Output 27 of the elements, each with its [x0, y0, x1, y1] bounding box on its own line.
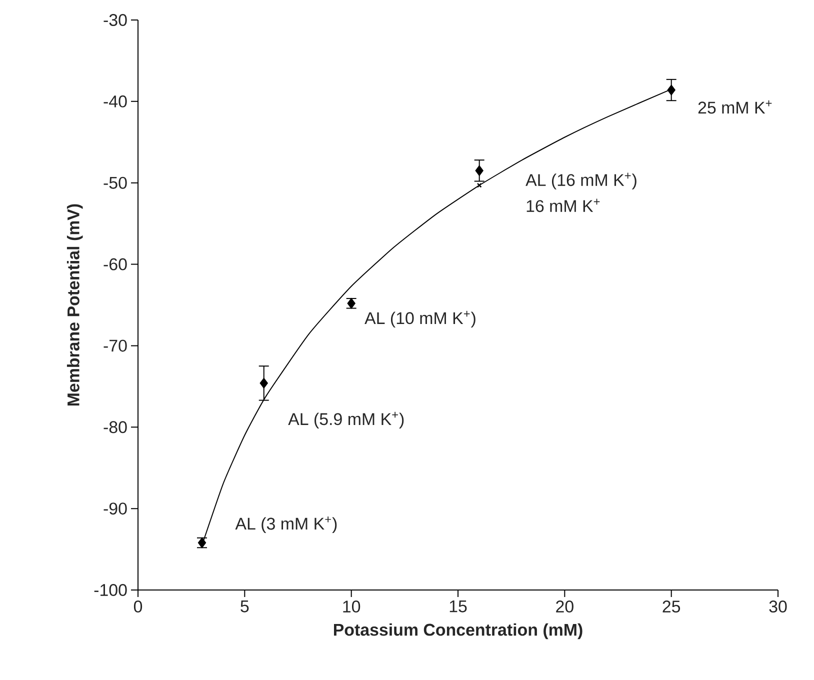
- x-tick-label: 20: [556, 600, 574, 613]
- annotation: AL (3 mM K$^{+}$): [235, 516, 337, 534]
- x-tick-label: 30: [769, 600, 787, 613]
- y-tick-label: -30: [104, 14, 127, 26]
- x-tick-label: 10: [343, 600, 360, 613]
- point: [475, 165, 484, 176]
- annotation: 16 mM K$^{+}$: [526, 198, 600, 212]
- y-tick-label: -100: [94, 584, 127, 596]
- y-tick-label: -90: [104, 502, 127, 515]
- y-tick-label: -80: [104, 421, 127, 434]
- x-tick-label: 15: [450, 600, 467, 612]
- annotation: 25 mM K$^{+}$: [698, 100, 772, 114]
- y-tick-label: -40: [104, 95, 127, 108]
- x-tick-label: 25: [662, 600, 680, 613]
- y-tick-label: -70: [104, 340, 127, 352]
- point: [476, 182, 482, 188]
- y-tick-label: -60: [104, 258, 127, 270]
- x-axis-title: Potassium Concentration (mM): [334, 623, 582, 640]
- point: [667, 84, 676, 96]
- y-tick-label: -50: [104, 176, 127, 189]
- x-tick-label: 5: [240, 600, 249, 612]
- annotation: AL (5.9 mM K$^{+}$): [288, 412, 404, 428]
- annotation: AL (10 mM K$^{+}$): [364, 310, 476, 328]
- x-tick-label: 0: [134, 600, 142, 613]
- point: [260, 378, 268, 388]
- y-axis-title: Membrane Potential (mV): [66, 204, 83, 406]
- annotation: AL (16 mM K$^{+}$): [526, 172, 636, 190]
